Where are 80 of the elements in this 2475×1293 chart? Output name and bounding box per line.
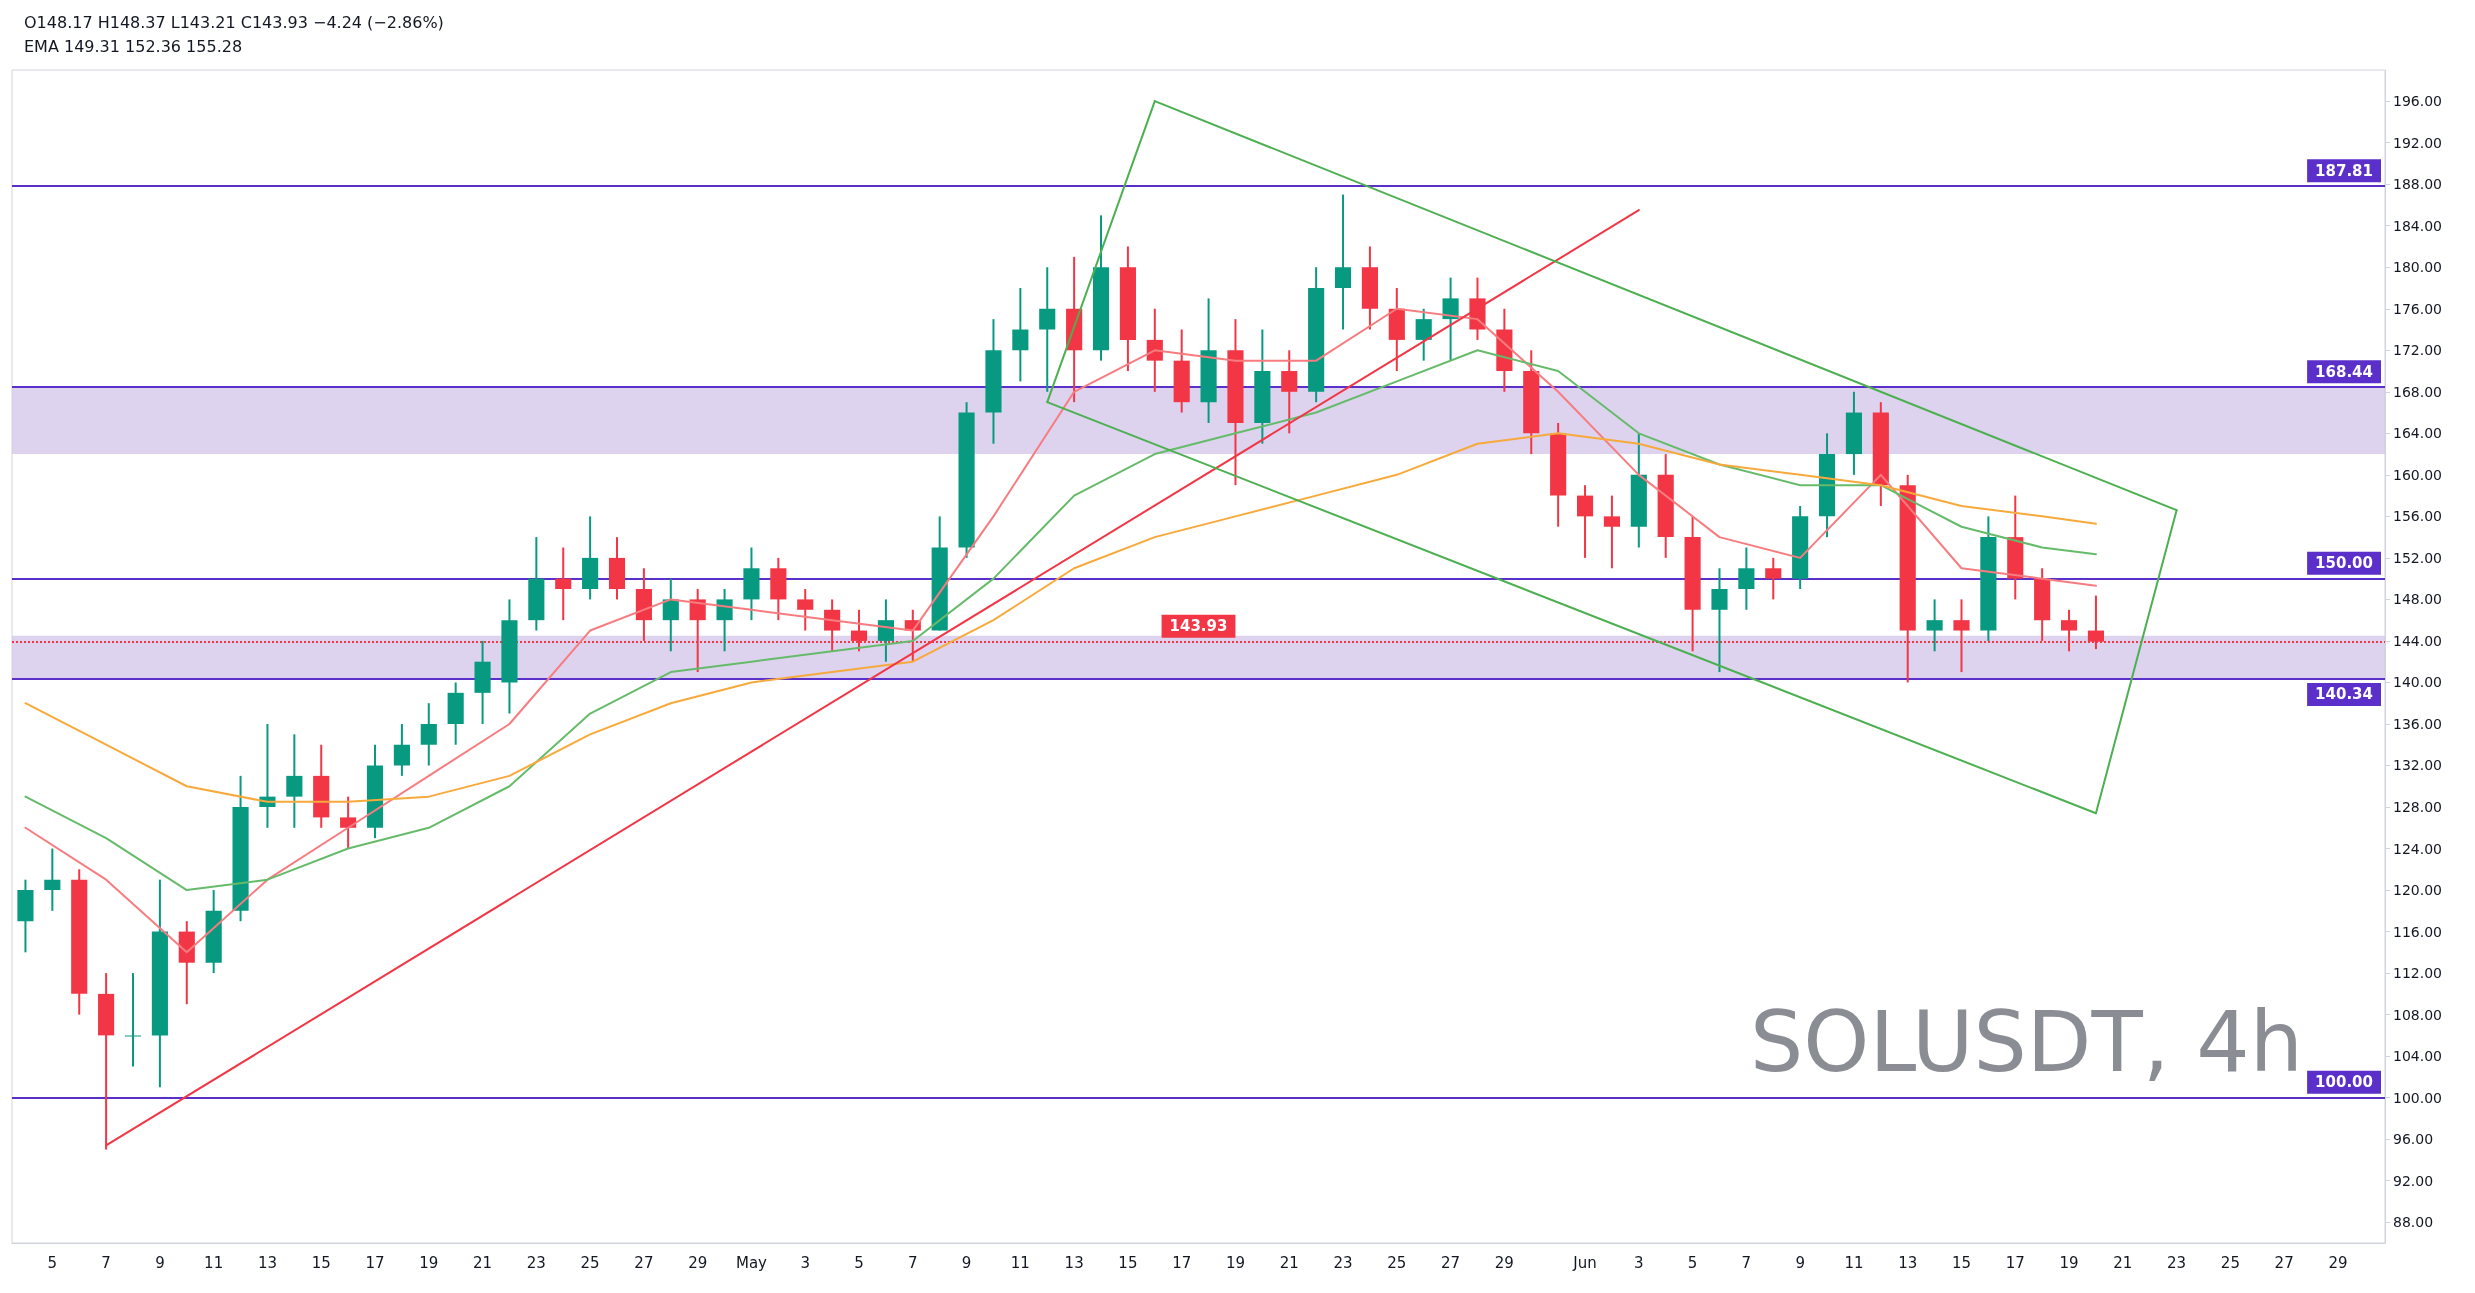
x-tick-label: 13: [257, 1253, 277, 1272]
y-tick-label: 172.00: [2393, 342, 2442, 359]
ref-line-label: 168.44: [2315, 362, 2373, 381]
y-tick-label: 108.00: [2393, 1006, 2442, 1023]
x-tick-label: 13: [1898, 1253, 1918, 1272]
x-tick-label: 7: [908, 1253, 918, 1272]
x-tick-label: 17: [365, 1253, 385, 1272]
x-tick-label: 11: [1010, 1253, 1030, 1272]
y-tick-label: 192.00: [2393, 134, 2442, 151]
x-tick-label: 25: [2220, 1253, 2240, 1272]
x-tick-label: 7: [101, 1253, 111, 1272]
ref-line-label: 140.34: [2315, 685, 2373, 704]
x-tick-label: 27: [634, 1253, 654, 1272]
x-tick-label: 3: [1634, 1253, 1644, 1272]
y-tick-label: 180.00: [2393, 259, 2442, 276]
x-tick-label: 19: [1225, 1253, 1246, 1272]
y-tick-label: 160.00: [2393, 466, 2442, 483]
x-tick-label: 15: [311, 1253, 331, 1272]
x-tick-label: 15: [1118, 1253, 1138, 1272]
ref-line-label: 187.81: [2315, 161, 2373, 180]
x-tick-label: 21: [473, 1253, 493, 1272]
x-tick-label: 29: [688, 1253, 708, 1272]
x-tick-label: May: [735, 1253, 768, 1272]
ref-line-label: 150.00: [2315, 554, 2373, 573]
x-tick-label: 23: [1333, 1253, 1353, 1272]
x-tick-label: 23: [526, 1253, 546, 1272]
x-tick-label: 19: [2059, 1253, 2079, 1272]
x-tick-label: 19: [419, 1253, 439, 1272]
x-tick-label: 11: [1844, 1253, 1864, 1272]
text: O148.17 H148.37 L143.21 C143.93 −4.24 (−2.86%): [24, 12, 444, 32]
x-tick-label: 9: [1795, 1253, 1805, 1272]
x-tick-label: 27: [2274, 1253, 2294, 1272]
x-tick-label: 5: [854, 1253, 864, 1272]
x-tick-label: 13: [1064, 1253, 1084, 1272]
text: EMA 149.31 152.36 155.28: [24, 36, 243, 56]
y-tick-label: 188.00: [2393, 176, 2442, 193]
y-tick-label: 104.00: [2393, 1048, 2442, 1065]
x-tick-label: 21: [2113, 1253, 2133, 1272]
ref-line-label: 143.93: [1169, 617, 1228, 636]
y-tick-label: 156.00: [2393, 508, 2442, 525]
x-tick-label: 25: [1387, 1253, 1407, 1272]
ref-line-label: 100.00: [2315, 1073, 2373, 1092]
x-tick-label: 5: [1687, 1253, 1698, 1272]
y-tick-label: 88.00: [2393, 1214, 2434, 1231]
y-tick-label: 176.00: [2393, 300, 2442, 317]
y-tick-label: 92.00: [2393, 1172, 2434, 1189]
x-tick-label: 23: [2167, 1253, 2187, 1272]
y-tick-label: 140.00: [2393, 674, 2442, 691]
x-tick-label: 27: [1441, 1253, 1461, 1272]
y-tick-label: 196.00: [2393, 93, 2442, 110]
y-tick-label: 128.00: [2393, 799, 2442, 816]
x-tick-label: 9: [155, 1253, 165, 1272]
y-tick-label: 112.00: [2393, 965, 2442, 982]
x-tick-label: 17: [2005, 1253, 2025, 1272]
x-tick-label: Jun: [1572, 1253, 1597, 1272]
x-tick-label: 21: [1279, 1253, 1299, 1272]
x-tick-label: 5: [47, 1253, 58, 1272]
x-tick-label: 3: [800, 1253, 811, 1272]
y-tick-label: 164.00: [2393, 425, 2442, 442]
y-tick-label: 168.00: [2393, 383, 2442, 400]
x-tick-label: 29: [2328, 1253, 2348, 1272]
y-tick-label: 136.00: [2393, 715, 2442, 732]
y-tick-label: 184.00: [2393, 217, 2442, 234]
y-tick-label: 120.00: [2393, 882, 2442, 899]
x-tick-label: 25: [580, 1253, 600, 1272]
y-tick-label: 132.00: [2393, 757, 2442, 774]
x-tick-label: 17: [1172, 1253, 1192, 1272]
y-tick-label: 144.00: [2393, 632, 2442, 649]
x-tick-label: 9: [961, 1253, 972, 1272]
y-tick-label: 116.00: [2393, 923, 2442, 940]
y-tick-label: 96.00: [2393, 1131, 2434, 1148]
x-tick-label: 15: [1951, 1253, 1972, 1272]
y-tick-label: 148.00: [2393, 591, 2442, 608]
x-tick-label: 29: [1494, 1253, 1514, 1272]
x-tick-label: 7: [1741, 1253, 1752, 1272]
text: SOLUSDT, 4h: [1750, 993, 2303, 1091]
y-tick-label: 152.00: [2393, 549, 2442, 566]
y-tick-label: 124.00: [2393, 840, 2442, 857]
x-tick-label: 11: [204, 1253, 224, 1272]
y-tick-label: 100.00: [2393, 1089, 2442, 1106]
